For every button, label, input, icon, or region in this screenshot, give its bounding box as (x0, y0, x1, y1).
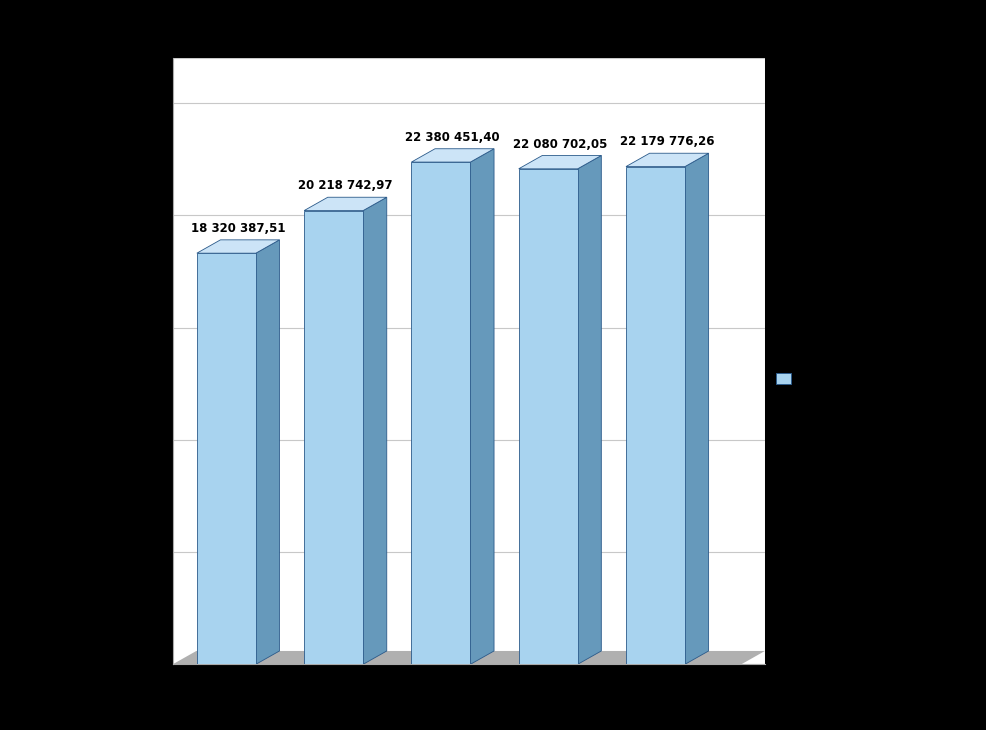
Polygon shape (411, 149, 494, 162)
Text: 22 380 451,40: 22 380 451,40 (405, 131, 500, 144)
Polygon shape (577, 155, 600, 664)
Bar (625, 166, 684, 664)
Text: 20 218 742,97: 20 218 742,97 (298, 180, 392, 193)
Polygon shape (173, 651, 764, 664)
Bar (519, 169, 577, 664)
Polygon shape (684, 153, 708, 664)
Polygon shape (625, 153, 708, 166)
Polygon shape (363, 197, 387, 664)
Polygon shape (304, 197, 387, 210)
Polygon shape (470, 149, 494, 664)
Bar (411, 162, 470, 664)
Text: 18 320 387,51: 18 320 387,51 (190, 222, 285, 235)
Polygon shape (196, 240, 279, 253)
Polygon shape (519, 155, 600, 169)
Text: 22 080 702,05: 22 080 702,05 (513, 138, 606, 150)
Polygon shape (255, 240, 279, 664)
Bar (196, 253, 255, 664)
Legend: Dochody ogółem: Dochody ogółem (775, 373, 906, 386)
Text: 22 179 776,26: 22 179 776,26 (619, 135, 714, 148)
Bar (304, 210, 363, 664)
